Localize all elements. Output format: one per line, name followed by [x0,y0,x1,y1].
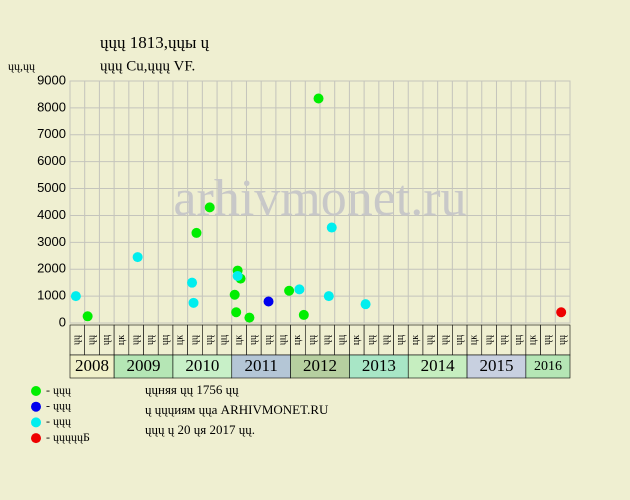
column-label: цк [410,335,421,345]
legend-marker [31,401,41,412]
column-label: цк [469,335,480,345]
note: ų ųųųиям ųųа ARHIVMONET.RU [145,402,329,417]
note: ųųняя ųų 1756 ųų [145,382,239,397]
legend-marker [31,417,41,428]
y-tick-label: 6000 [37,153,66,168]
column-label: цк [528,335,539,345]
column-label: ųų [380,335,391,345]
watermark: arhivmonet.ru [173,170,466,227]
year-label: 2008 [75,356,109,375]
column-label: ųų [498,335,509,345]
column-label: ųų [425,335,436,345]
point [188,297,199,308]
legend-marker [31,433,41,444]
point [284,285,295,296]
y-tick-label: 9000 [37,72,66,87]
column-label: ųų [557,335,568,345]
column-label: ųų [439,335,450,345]
column-label: ųų [542,335,553,345]
year-label: 2013 [362,356,396,375]
legend-marker [31,386,41,396]
column-label: ųц [101,334,112,345]
point [244,312,255,323]
point [294,284,305,295]
column-label: цк [116,335,127,345]
y-tick-label: 7000 [37,126,66,141]
column-label: ųų [483,335,494,345]
column-label: ųų [204,335,215,345]
legend-label: - ųųų [46,414,71,428]
chart-subtitle: ųųų Cu,ųųų VF. [100,58,195,74]
point [323,291,334,302]
y-axis-label: ųų,ųų [8,59,35,73]
y-tick-label: 4000 [37,207,66,222]
column-label: цк [233,335,244,345]
column-label: ųų [130,335,141,345]
year-label: 2012 [303,356,337,375]
column-label: ųų [307,335,318,345]
point [360,299,371,310]
point [231,307,242,318]
column-label: ųц [513,334,524,345]
column-label: цк [351,335,362,345]
column-label: цк [175,335,186,345]
year-label: 2014 [421,356,456,375]
y-tick-label: 2000 [37,261,66,276]
column-label: ųų [248,335,259,345]
y-tick-label: 3000 [37,234,66,249]
y-tick-label: 0 [59,314,66,329]
point [232,270,243,281]
column-label: ųų [72,335,83,345]
year-label: 2011 [244,356,277,375]
year-label: 2015 [479,356,513,375]
column-label: ųц [454,334,465,345]
y-tick-label: 8000 [37,99,66,114]
column-label: ųų [145,335,156,345]
year-label: 2010 [185,356,219,375]
column-label: ųų [322,335,333,345]
legend-label: - ųųų [46,383,71,397]
year-cell [525,354,571,379]
column-label: ųц [278,334,289,345]
note: ųųų ų 20 ųя 2017 ųų. [145,422,255,437]
point [204,202,215,213]
column-label: ųц [395,334,406,345]
point [263,296,274,307]
year-label: 2009 [127,356,161,375]
column-label: ųų [189,335,200,345]
point [132,252,143,263]
point [326,222,337,233]
point [298,309,309,320]
y-tick-label: 1000 [37,288,66,303]
column-label: цк [292,335,303,345]
column-label: ųų [86,335,97,345]
point [82,311,93,322]
legend-label: - ųųų [46,398,71,412]
point [229,289,240,300]
point [313,93,324,104]
chart-title: ųųų 1813,ųųы ų [100,33,210,52]
legend-label: - ųųųųųБ [46,430,90,444]
y-tick-label: 5000 [37,180,66,195]
column-label: ųų [366,335,377,345]
year-label: 2016 [534,359,562,374]
point [191,227,202,238]
column-label: ųц [219,334,230,345]
column-label: ųц [336,334,347,345]
point [70,291,81,302]
point [556,307,567,318]
column-label: ųų [263,335,274,345]
point [187,277,198,288]
column-label: ųц [160,334,171,345]
